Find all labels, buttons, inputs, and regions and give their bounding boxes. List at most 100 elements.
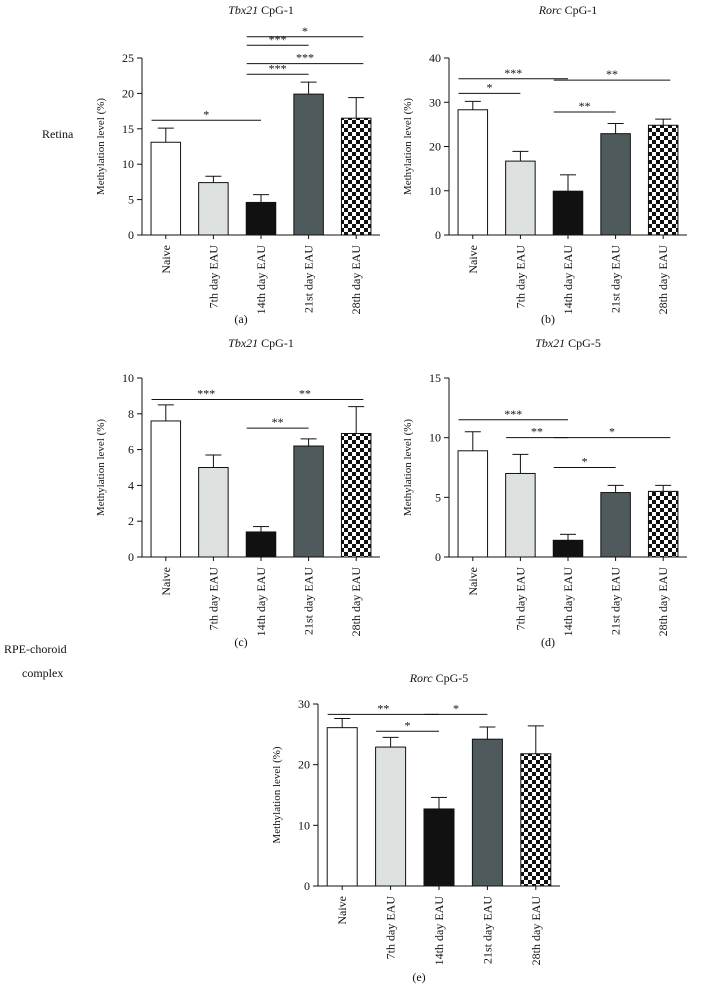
y-tick-label: 5 — [128, 193, 134, 207]
bar-4 — [293, 93, 324, 236]
bar-1 — [150, 420, 182, 558]
significance-label: * — [582, 455, 588, 469]
y-tick-label: 30 — [429, 95, 441, 109]
bar-3 — [423, 808, 455, 887]
significance-label: *** — [504, 66, 522, 80]
significance-label: * — [405, 718, 411, 732]
y-tick-label: 10 — [122, 157, 134, 171]
bar-2 — [198, 182, 229, 236]
panel-title: Tbx21 CpG-5 — [535, 336, 601, 350]
significance-label: * — [609, 425, 615, 439]
x-tick-label: 21st day EAU — [609, 245, 623, 313]
x-tick-label: 7th day EAU — [513, 245, 527, 309]
x-tick-label: 21st day EAU — [302, 567, 316, 635]
x-tick-label: 21st day EAU — [480, 896, 494, 964]
panel-title-site: CpG-1 — [258, 3, 294, 17]
bar-2 — [198, 467, 229, 558]
bar-3 — [552, 190, 584, 236]
bar-5 — [647, 490, 679, 558]
bar-5 — [340, 432, 372, 558]
row-label-rpe-choroid-line2: complex — [22, 666, 64, 680]
y-tick-label: 4 — [128, 478, 134, 492]
panel-e: Rorc CpG-5 0 10 20 30 Methylation level (%) Na… — [271, 671, 560, 984]
y-tick-label: 0 — [304, 879, 310, 893]
x-tick-label: 28th day EAU — [349, 245, 363, 315]
x-tick-label: 7th day EAU — [206, 245, 220, 309]
x-tick-label: Naive — [466, 245, 480, 274]
x-tick-label: 14th day EAU — [432, 896, 446, 966]
panel-title: Tbx21 CpG-1 — [228, 3, 294, 17]
y-tick-label: 0 — [435, 550, 441, 564]
bar-4 — [600, 133, 631, 236]
y-tick-label: 30 — [298, 697, 310, 711]
y-tick-label: 8 — [128, 407, 134, 421]
bar-2 — [505, 160, 536, 236]
y-tick-label: 0 — [128, 550, 134, 564]
significance-label: ** — [299, 386, 311, 400]
significance-label: *** — [269, 61, 287, 75]
significance-label: *** — [296, 51, 314, 65]
x-tick-label: 28th day EAU — [349, 567, 363, 637]
x-tick-label: Naive — [466, 567, 480, 596]
y-tick-label: 6 — [128, 443, 134, 457]
panel-title-site: CpG-5 — [433, 671, 469, 685]
y-tick-label: 0 — [435, 228, 441, 242]
significance-label: *** — [269, 32, 287, 46]
y-tick-label: 25 — [122, 51, 134, 65]
panel-title-site: CpG-5 — [565, 336, 601, 350]
bar-2 — [375, 746, 407, 887]
x-tick-label: 14th day EAU — [254, 245, 268, 315]
y-tick-label: 10 — [429, 431, 441, 445]
x-tick-label: 7th day EAU — [206, 567, 220, 631]
panel-title-gene: Tbx21 — [535, 336, 565, 350]
panel-title-site: CpG-1 — [258, 336, 294, 350]
bar-1 — [326, 727, 358, 887]
x-tick-label: 14th day EAU — [254, 567, 268, 637]
x-tick-label: 28th day EAU — [529, 896, 543, 966]
y-tick-label: 20 — [122, 86, 134, 100]
y-tick-label: 40 — [429, 51, 441, 65]
panel-title-gene: Tbx21 — [228, 336, 258, 350]
x-tick-label: Naive — [335, 896, 349, 925]
significance-label: *** — [504, 407, 522, 421]
y-tick-label: 10 — [298, 818, 310, 832]
y-axis-label: Methylation level (%) — [402, 98, 414, 195]
panel-a: Tbx21 CpG-1 0 5 10 15 20 25 Methylation level (… — [95, 3, 380, 326]
x-tick-label: 14th day EAU — [561, 567, 575, 637]
y-tick-label: 10 — [122, 371, 134, 385]
panel-letter: (d) — [541, 635, 555, 649]
bar-3 — [245, 201, 277, 236]
significance-label: ** — [531, 425, 543, 439]
bar-3 — [552, 539, 584, 558]
panel-title-gene: Rorc — [409, 671, 434, 685]
bar-4 — [293, 445, 324, 558]
x-tick-label: 7th day EAU — [513, 567, 527, 631]
significance-label: * — [203, 107, 209, 121]
bar-5 — [340, 117, 372, 236]
x-tick-label: 28th day EAU — [656, 567, 670, 637]
y-axis-label: Methylation level (%) — [271, 746, 283, 843]
x-tick-label: 21st day EAU — [609, 567, 623, 635]
bar-1 — [457, 109, 489, 236]
panel-b: Rorc CpG-1 0 10 20 30 40 Methylation level (%)… — [402, 3, 687, 326]
x-tick-label: 7th day EAU — [384, 896, 398, 960]
y-axis-label: Methylation level (%) — [95, 419, 107, 516]
panel-d: Tbx21 CpG-5 0 5 10 15 Methylation level (%) Na… — [402, 336, 687, 649]
bar-2 — [505, 472, 536, 558]
y-tick-label: 15 — [429, 371, 441, 385]
significance-label: ** — [377, 701, 389, 715]
x-tick-label: Naive — [159, 245, 173, 274]
panel-title: Rorc CpG-5 — [409, 671, 469, 685]
x-tick-label: Naive — [159, 567, 173, 596]
panel-title-gene: Tbx21 — [228, 3, 258, 17]
panel-letter: (c) — [234, 635, 247, 649]
panel-title: Rorc CpG-1 — [538, 3, 598, 17]
y-tick-label: 20 — [429, 140, 441, 154]
panel-letter: (e) — [412, 970, 425, 984]
bar-5 — [647, 124, 679, 236]
significance-label: ** — [579, 99, 591, 113]
significance-label: *** — [197, 386, 215, 400]
y-tick-label: 0 — [128, 228, 134, 242]
y-axis-label: Methylation level (%) — [402, 419, 414, 516]
